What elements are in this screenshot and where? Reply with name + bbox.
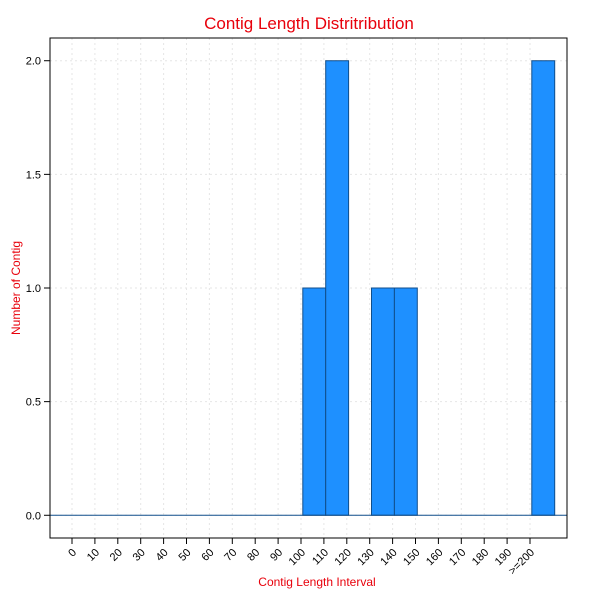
x-tick-label: 50 <box>176 547 193 564</box>
x-tick-label: >=200 <box>507 547 538 578</box>
x-tick-label: 0 <box>66 547 79 560</box>
x-tick-label: 80 <box>245 547 262 564</box>
x-tick-label: 90 <box>268 547 285 564</box>
y-tick-label: 0.0 <box>26 510 41 522</box>
x-axis: 0 10 20 30 40 50 60 70 80 90 100 110 120 130 140 150 160… <box>66 538 537 577</box>
x-tick-label: 20 <box>108 547 125 564</box>
x-tick-label: 150 <box>401 547 422 568</box>
x-tick-label: 40 <box>154 547 171 564</box>
x-tick-label: 30 <box>131 547 148 564</box>
y-axis-label: Number of Contig <box>9 241 23 335</box>
x-tick-label: 170 <box>447 547 468 568</box>
bar <box>302 287 327 516</box>
y-tick-label: 1.5 <box>26 169 41 181</box>
bar <box>531 60 556 516</box>
x-tick-label: 140 <box>378 547 399 568</box>
bars <box>302 60 556 516</box>
x-tick-label: 100 <box>287 547 308 568</box>
y-tick-label: 0.5 <box>26 397 41 409</box>
bar <box>371 287 395 516</box>
y-axis: 0.0 0.5 1.0 1.5 2.0 <box>26 56 50 522</box>
x-tick-label: 110 <box>310 547 331 568</box>
x-tick-label: 60 <box>199 547 216 564</box>
x-tick-label: 10 <box>85 547 102 564</box>
y-tick-label: 1.0 <box>26 283 41 295</box>
bar <box>325 60 350 516</box>
x-tick-label: 70 <box>222 547 239 564</box>
x-axis-label: Contig Length Interval <box>258 575 375 589</box>
x-tick-label: 160 <box>424 547 445 568</box>
y-tick-label: 2.0 <box>26 56 41 68</box>
bar <box>393 287 418 516</box>
x-tick-label: 130 <box>355 547 376 568</box>
chart-title: Contig Length Distritribution <box>204 14 414 33</box>
x-tick-label: 120 <box>332 547 353 568</box>
x-tick-label: 180 <box>470 547 491 568</box>
